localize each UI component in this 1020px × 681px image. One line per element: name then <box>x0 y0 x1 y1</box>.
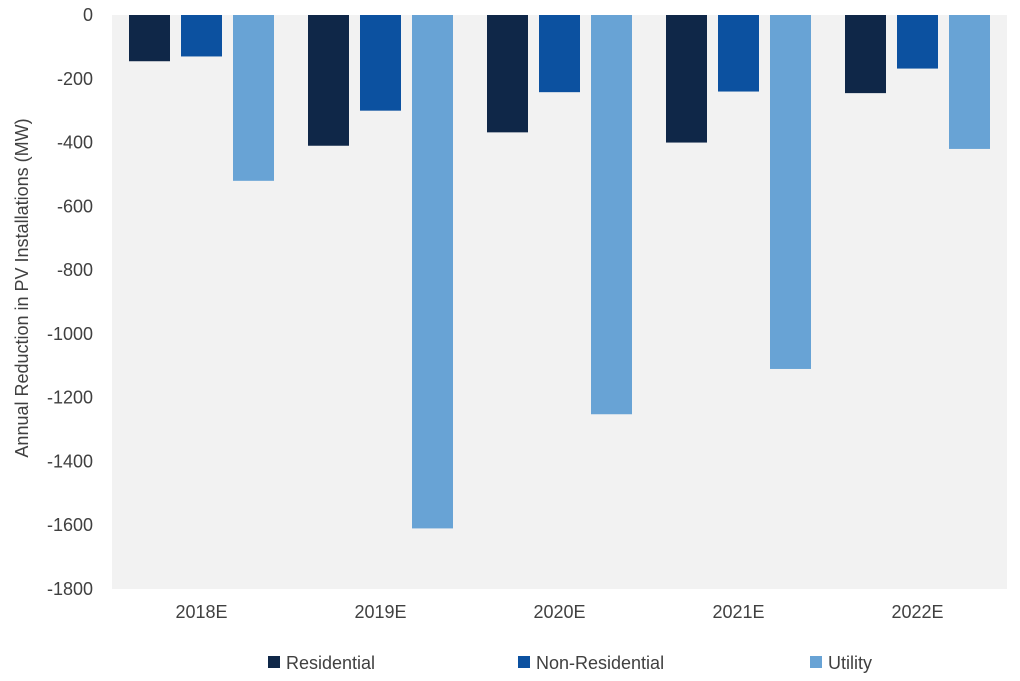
bar-utility-2018e <box>233 15 274 181</box>
y-tick-label: -1600 <box>47 515 93 535</box>
legend-item-utility: Utility <box>810 653 872 673</box>
bar-residential-2018e <box>129 15 170 62</box>
bar-non-residential-2021e <box>718 15 759 92</box>
bar-non-residential-2019e <box>360 15 401 111</box>
legend-label: Utility <box>828 653 872 673</box>
x-tick-label: 2019E <box>354 602 406 622</box>
y-tick-label: -1000 <box>47 324 93 344</box>
legend-swatch <box>268 656 280 668</box>
y-tick-label: -800 <box>57 260 93 280</box>
x-tick-label: 2021E <box>712 602 764 622</box>
y-axis-ticks: 0 -200 -400 -600 -800 -1000 -1200 -1400 -1600 -18… <box>47 5 93 599</box>
legend: Residential Non-Residential Utility <box>268 653 872 673</box>
legend-swatch <box>810 656 822 668</box>
y-tick-label: -600 <box>57 196 93 216</box>
y-axis-label: Annual Reduction in PV Installations (MW… <box>12 118 32 457</box>
bar-utility-2022e <box>949 15 990 149</box>
bar-residential-2020e <box>487 15 528 133</box>
legend-item-residential: Residential <box>268 653 375 673</box>
bar-non-residential-2022e <box>897 15 938 69</box>
y-tick-label: -400 <box>57 133 93 153</box>
x-tick-label: 2022E <box>891 602 943 622</box>
bar-residential-2021e <box>666 15 707 143</box>
y-tick-label: -200 <box>57 69 93 89</box>
legend-label: Residential <box>286 653 375 673</box>
x-axis-ticks: 2018E 2019E 2020E 2021E 2022E <box>175 602 943 622</box>
y-tick-label: -1400 <box>47 451 93 471</box>
y-tick-label: 0 <box>83 5 93 25</box>
bar-utility-2019e <box>412 15 453 529</box>
bar-utility-2020e <box>591 15 632 415</box>
legend-label: Non-Residential <box>536 653 664 673</box>
legend-swatch <box>518 656 530 668</box>
bar-utility-2021e <box>770 15 811 369</box>
bar-non-residential-2018e <box>181 15 222 57</box>
x-tick-label: 2020E <box>533 602 585 622</box>
bar-non-residential-2020e <box>539 15 580 93</box>
bars <box>129 15 990 529</box>
legend-item-non-residential: Non-Residential <box>518 653 664 673</box>
y-tick-label: -1200 <box>47 388 93 408</box>
x-tick-label: 2018E <box>175 602 227 622</box>
y-tick-label: -1800 <box>47 579 93 599</box>
bar-residential-2019e <box>308 15 349 146</box>
bar-residential-2022e <box>845 15 886 94</box>
